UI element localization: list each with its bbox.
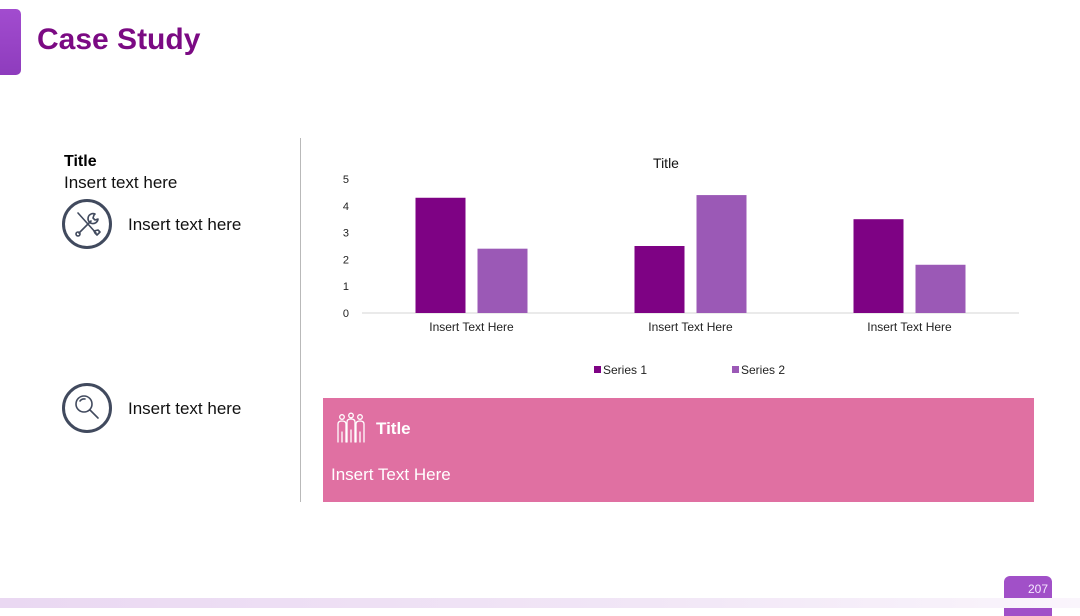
y-tick-label: 3 [343,228,349,240]
legend-swatch [732,366,739,373]
x-tick-label: Insert Text Here [429,320,514,334]
vertical-divider [300,138,301,502]
info-box-text: Insert Text Here [331,465,451,484]
left-panel-subtitle: Insert text here [64,173,178,192]
y-tick-label: 5 [343,174,349,186]
people-icon [337,412,365,443]
legend-label: Series 2 [741,363,785,377]
y-tick-label: 1 [343,281,349,293]
page-number: 207 [1004,576,1052,616]
bar-series1 [853,219,904,313]
bar-series1 [634,246,685,313]
x-tick-label: Insert Text Here [867,320,952,334]
left-panel-title: Title [64,153,97,170]
bar-series2 [696,195,747,313]
info-box: Title Insert Text Here [323,398,1034,502]
footer-band [0,598,1080,608]
bar-series2 [477,248,528,313]
chart-title: Title [653,155,679,171]
page-title: Case Study [37,23,201,56]
bar-series2 [915,264,966,313]
info-box-title: Title [376,419,411,438]
title-accent-bar [0,9,21,75]
y-tick-label: 0 [343,308,349,320]
magnifier-icon [62,383,112,433]
y-tick-label: 2 [343,254,349,266]
x-tick-label: Insert Text Here [648,320,733,334]
bar-chart: Title 0 1 2 3 4 5 Insert Text Here Insert Text H… [343,155,1019,377]
legend-label: Series 1 [603,363,647,377]
list-item-text: Insert text here [128,399,242,418]
y-tick-label: 4 [343,201,349,213]
list-item-text: Insert text here [128,215,242,234]
legend-swatch [594,366,601,373]
tools-icon [62,199,112,249]
bar-series1 [415,197,466,313]
